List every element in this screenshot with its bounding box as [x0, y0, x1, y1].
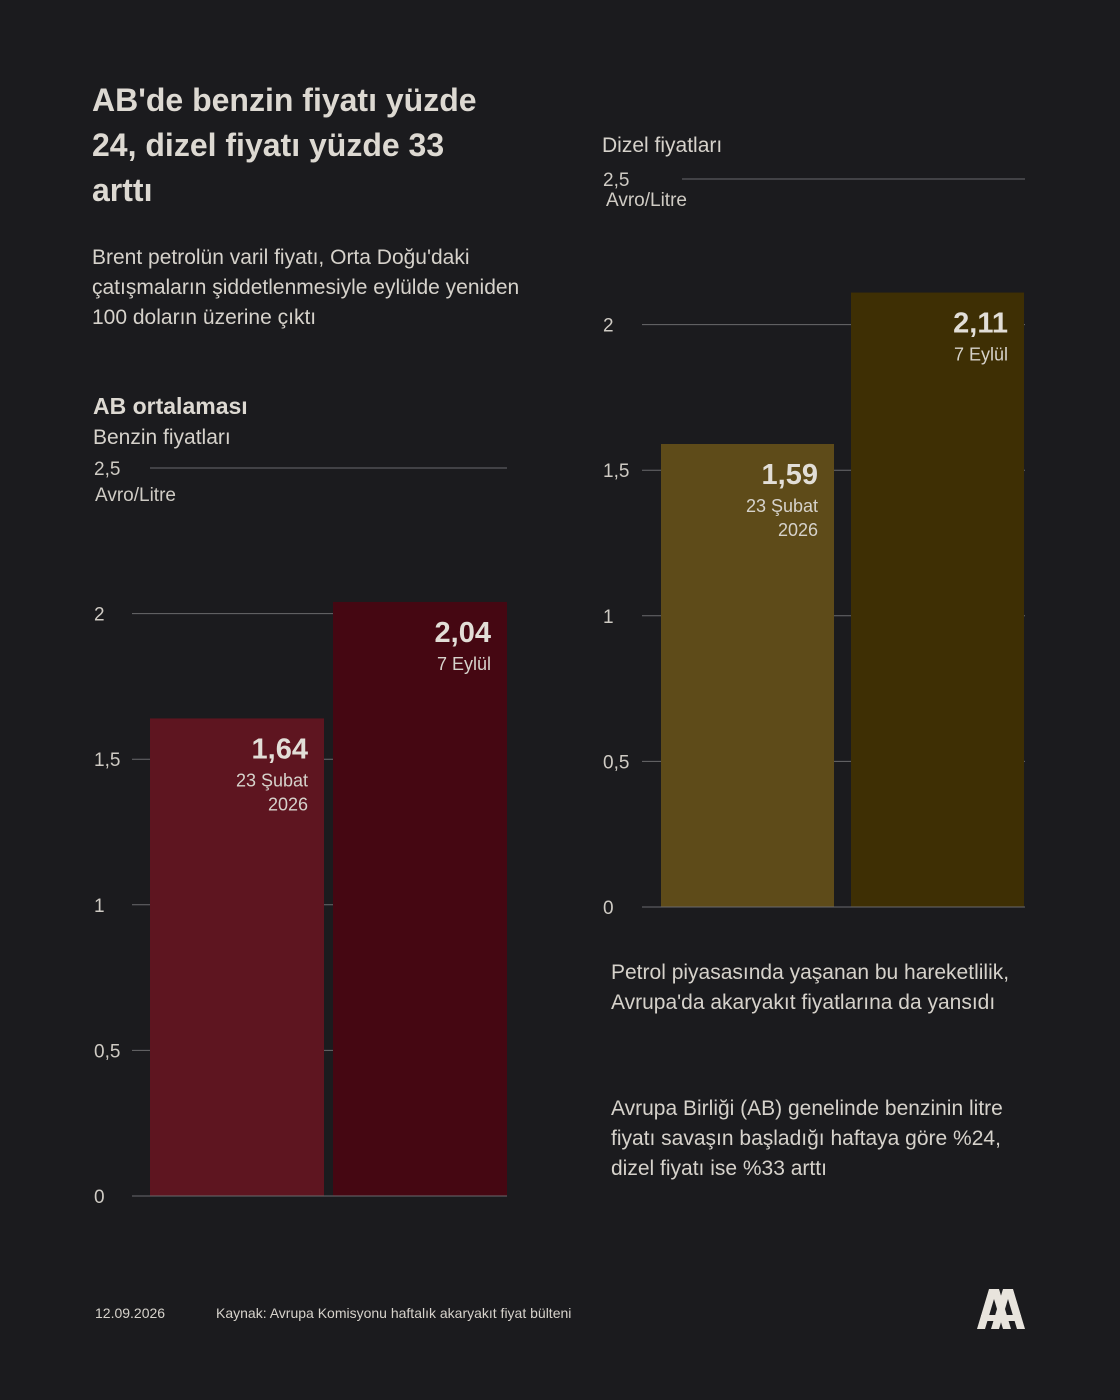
- y-tick-label: 1,5: [603, 461, 629, 482]
- bar-category-label: 7 Eylül: [437, 654, 491, 674]
- bar-sep: [333, 601, 507, 1196]
- y-tick-label: 1: [94, 896, 105, 917]
- footer-source: Kaynak: Avrupa Komisyonu haftalık akarya…: [216, 1305, 572, 1321]
- chart-heading: AB ortalaması: [93, 393, 248, 419]
- bar-sep: [851, 292, 1024, 907]
- bar-feb: [661, 443, 834, 907]
- chart-title: Benzin fiyatları: [93, 426, 231, 449]
- bar-category-label: 23 Şubat: [746, 496, 818, 516]
- y-tick-label: 2,5: [94, 459, 120, 480]
- y-tick-label: 2,5: [603, 170, 629, 191]
- page-subtitle: Brent petrolün varil fiyatı, Orta Doğu'd…: [92, 246, 520, 329]
- y-axis-unit-label: Avro/Litre: [95, 485, 176, 506]
- note-price-increase: Avrupa Birliği (AB) genelinde benzinin l…: [611, 1097, 1003, 1180]
- footer-date: 12.09.2026: [95, 1305, 166, 1321]
- bar-category-label: 23 Şubat: [236, 770, 308, 790]
- bar-value-label: 1,64: [252, 733, 308, 765]
- bar-category-label: 7 Eylül: [954, 345, 1008, 365]
- y-tick-label: 0,5: [603, 752, 629, 773]
- y-tick-label: 2: [603, 316, 614, 337]
- y-tick-label: 0: [603, 898, 614, 919]
- y-axis-unit-label: Avro/Litre: [606, 190, 687, 211]
- y-tick-label: 1,5: [94, 750, 120, 771]
- aa-logo-icon: [977, 1289, 1025, 1329]
- bar-feb: [150, 718, 324, 1196]
- y-tick-label: 0: [94, 1187, 105, 1208]
- bar-category-label: 2026: [778, 520, 818, 540]
- y-tick-label: 1: [603, 607, 614, 628]
- y-tick-label: 0,5: [94, 1041, 120, 1062]
- chart-title: Dizel fiyatları: [602, 134, 722, 157]
- bar-value-label: 2,11: [953, 308, 1008, 340]
- y-tick-label: 2: [94, 605, 105, 626]
- note-market-movement: Petrol piyasasında yaşanan bu hareketlil…: [611, 961, 1010, 1014]
- bar-value-label: 2,04: [435, 617, 491, 649]
- bar-value-label: 1,59: [762, 459, 818, 491]
- page-title: AB'de benzin fiyatı yüzde 24, dizel fiya…: [92, 82, 477, 208]
- bar-category-label: 2026: [268, 794, 308, 814]
